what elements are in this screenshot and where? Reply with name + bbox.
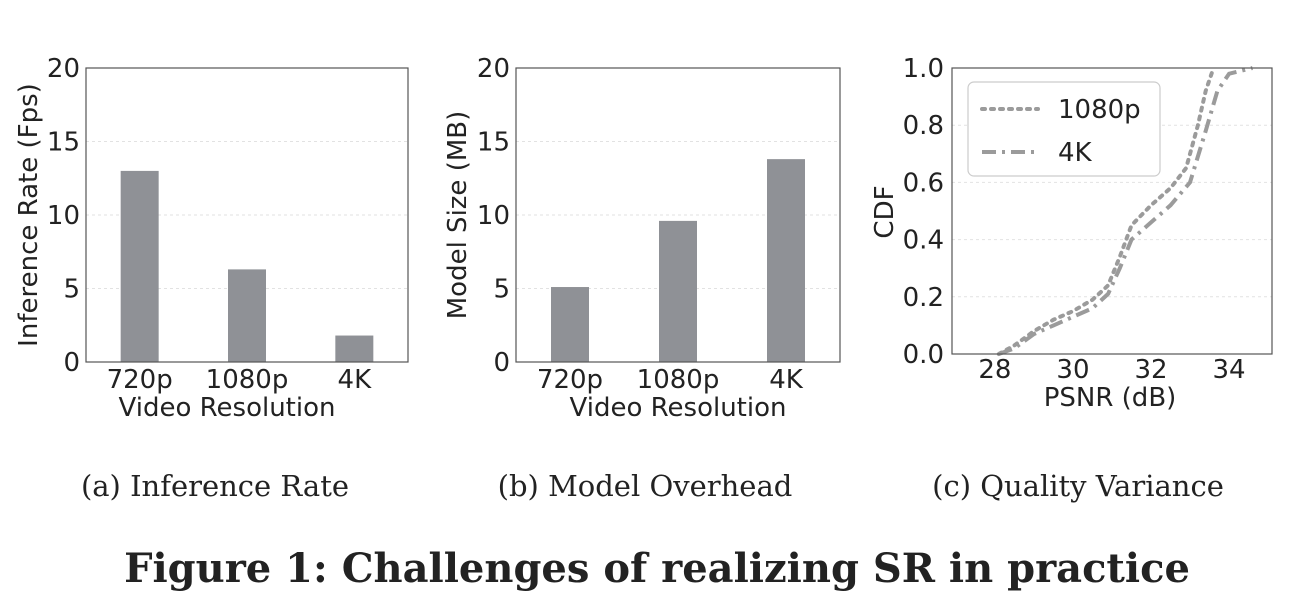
x-tick-label: 720p bbox=[107, 365, 173, 395]
subcaption-c: (c) Quality Variance bbox=[932, 469, 1224, 503]
x-tick-label: 28 bbox=[978, 355, 1011, 385]
x-axis-label: PSNR (dB) bbox=[1044, 383, 1177, 413]
figure-caption: Figure 1: Challenges of realizing SR in … bbox=[124, 545, 1190, 592]
bar-4K bbox=[335, 335, 374, 362]
y-tick-label: 10 bbox=[477, 201, 510, 231]
y-tick-label: 1.0 bbox=[903, 54, 944, 84]
y-tick-label: 0.2 bbox=[903, 283, 944, 313]
y-tick-label: 0 bbox=[63, 348, 80, 378]
y-tick-label: 10 bbox=[47, 201, 80, 231]
y-tick-label: 5 bbox=[63, 275, 80, 305]
axes-frame bbox=[951, 67, 1273, 355]
x-tick-label: 32 bbox=[1134, 355, 1167, 385]
plot-area-cdf: 0.0 0.2 0.4 0.6 0.8 1.0 28 30 32 34 1080p 4K bbox=[903, 54, 1273, 385]
axes-frame bbox=[515, 67, 841, 363]
plot-area-model-size: 0 5 10 15 20 720p 1080p 4K bbox=[477, 54, 841, 395]
y-tick-label: 0.4 bbox=[903, 226, 944, 256]
x-tick-label: 1080p bbox=[206, 365, 289, 395]
y-axis-label: Inference Rate (Fps) bbox=[14, 83, 44, 347]
y-axis-label: CDF bbox=[870, 185, 900, 238]
series-line-1080p bbox=[996, 66, 1216, 356]
y-tick-label: 0.0 bbox=[903, 340, 944, 370]
bar-720p bbox=[120, 170, 159, 362]
y-tick-label: 0 bbox=[493, 348, 510, 378]
y-tick-label: 15 bbox=[47, 128, 80, 158]
legend: 1080p 4K bbox=[967, 81, 1161, 177]
y-tick-label: 20 bbox=[477, 54, 510, 84]
subcaption-b: (b) Model Overhead bbox=[498, 469, 793, 503]
x-tick-label: 1080p bbox=[637, 365, 720, 395]
x-tick-label: 720p bbox=[537, 365, 603, 395]
x-tick-label: 34 bbox=[1213, 355, 1246, 385]
axes-frame bbox=[85, 67, 409, 363]
y-tick-label: 5 bbox=[493, 275, 510, 305]
x-tick-label: 4K bbox=[769, 365, 804, 395]
x-axis-label: Video Resolution bbox=[119, 393, 336, 423]
bar-1080p bbox=[228, 269, 266, 362]
legend-label: 1080p bbox=[1058, 95, 1141, 125]
y-tick-label: 15 bbox=[477, 128, 510, 158]
y-tick-label: 20 bbox=[47, 54, 80, 84]
y-tick-label: 0.8 bbox=[903, 111, 944, 141]
y-axis-label: Model Size (MB) bbox=[443, 111, 473, 320]
chart-b: 0 5 10 15 20 720p 1080p 4K Video Resolution Mod… bbox=[443, 54, 841, 503]
legend-label: 4K bbox=[1058, 138, 1093, 168]
bar-1080p bbox=[659, 220, 697, 362]
y-tick-label: 0.6 bbox=[903, 168, 944, 198]
subcaption-a: (a) Inference Rate bbox=[81, 469, 349, 503]
chart-c: 0.0 0.2 0.4 0.6 0.8 1.0 28 30 32 34 1080p 4K PSNR (… bbox=[870, 54, 1273, 503]
x-tick-label: 4K bbox=[338, 365, 373, 395]
chart-a: 0 5 10 15 20 720p 1080p 4K Video Resolution Inf… bbox=[14, 54, 409, 503]
bar-4K bbox=[767, 159, 805, 362]
series-line-4K bbox=[998, 66, 1253, 356]
x-axis-label: Video Resolution bbox=[570, 393, 787, 423]
plot-area-inference-rate: 0 5 10 15 20 720p 1080p 4K bbox=[47, 54, 409, 395]
x-tick-label: 30 bbox=[1056, 355, 1089, 385]
bar-720p bbox=[551, 287, 589, 362]
